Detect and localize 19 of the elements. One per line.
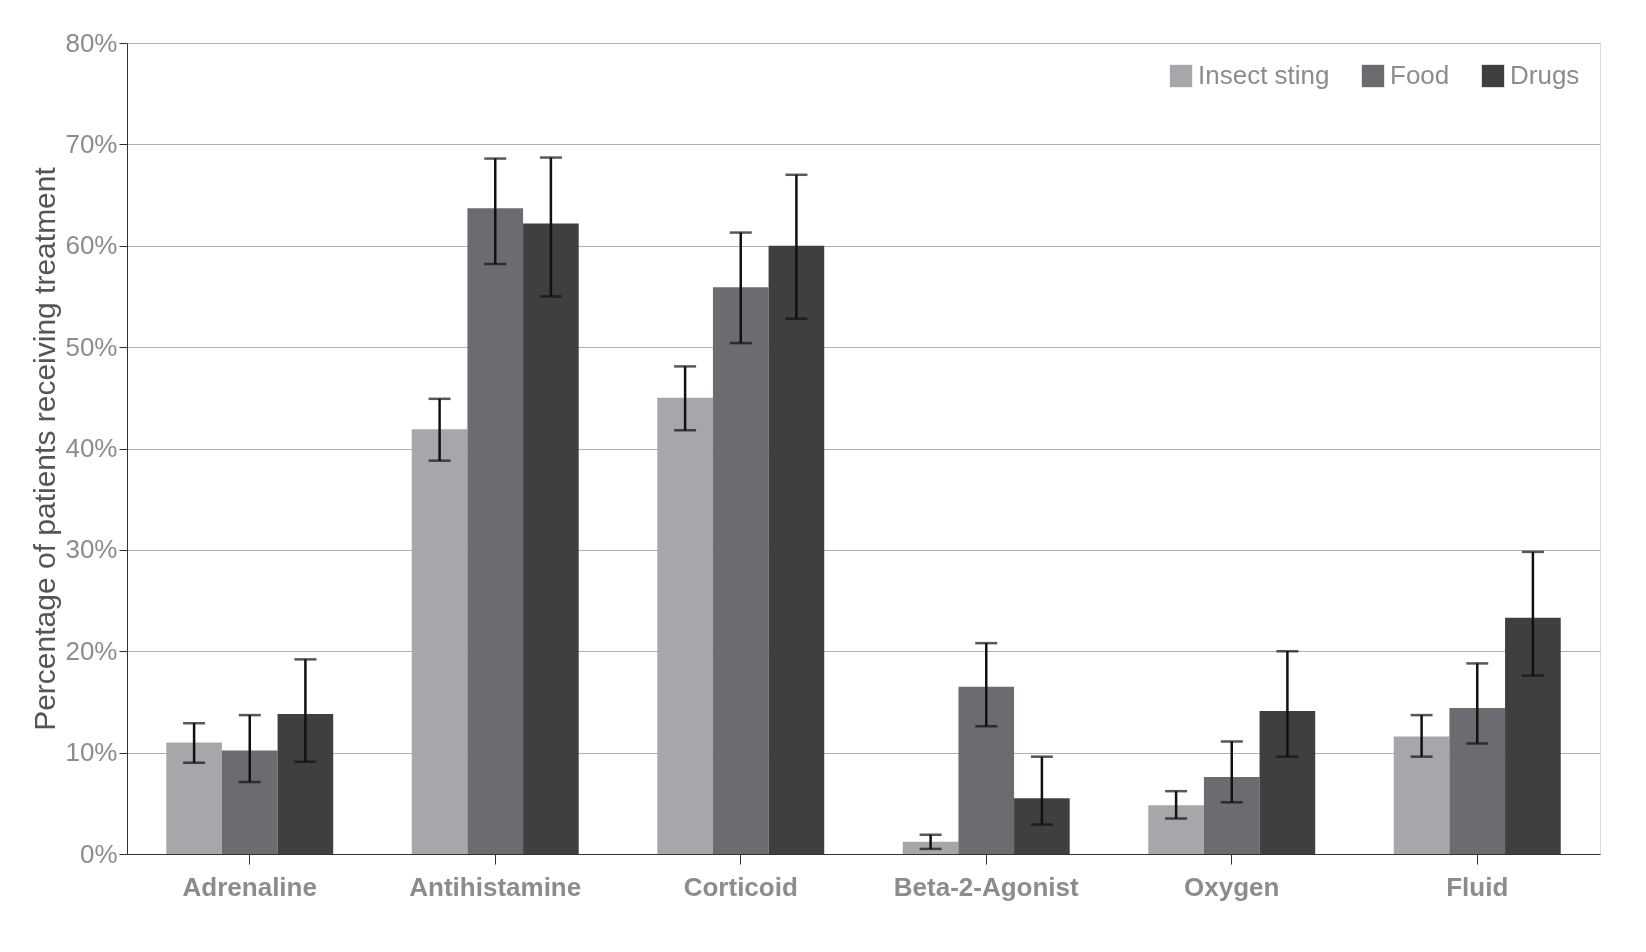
- legend-label: Food: [1390, 60, 1450, 90]
- y-tick-label: 60%: [65, 230, 118, 261]
- y-tick-label: 70%: [65, 128, 118, 159]
- y-axis-title: Percentage of patients receiving treatment: [28, 166, 62, 731]
- y-tick-label: 20%: [65, 635, 118, 666]
- y-tick-label: 30%: [65, 534, 118, 565]
- y-tick-label: 0%: [79, 838, 118, 869]
- y-tick-label: 40%: [65, 433, 118, 463]
- x-tick-label: Antihistamine: [409, 871, 582, 902]
- y-tick-label: 10%: [65, 737, 118, 768]
- legend-label: Drugs: [1510, 60, 1580, 90]
- x-tick-label: Adrenaline: [182, 871, 317, 902]
- legend-label: Insect sting: [1198, 60, 1330, 90]
- y-tick-label: 80%: [65, 27, 118, 58]
- x-tick-label: Oxygen: [1184, 871, 1280, 902]
- x-tick-label: Corticoid: [683, 871, 798, 902]
- y-tick-label: 50%: [65, 331, 118, 362]
- x-tick-label: Fluid: [1446, 871, 1509, 902]
- x-tick-label: Beta-2-Agonist: [893, 871, 1080, 902]
